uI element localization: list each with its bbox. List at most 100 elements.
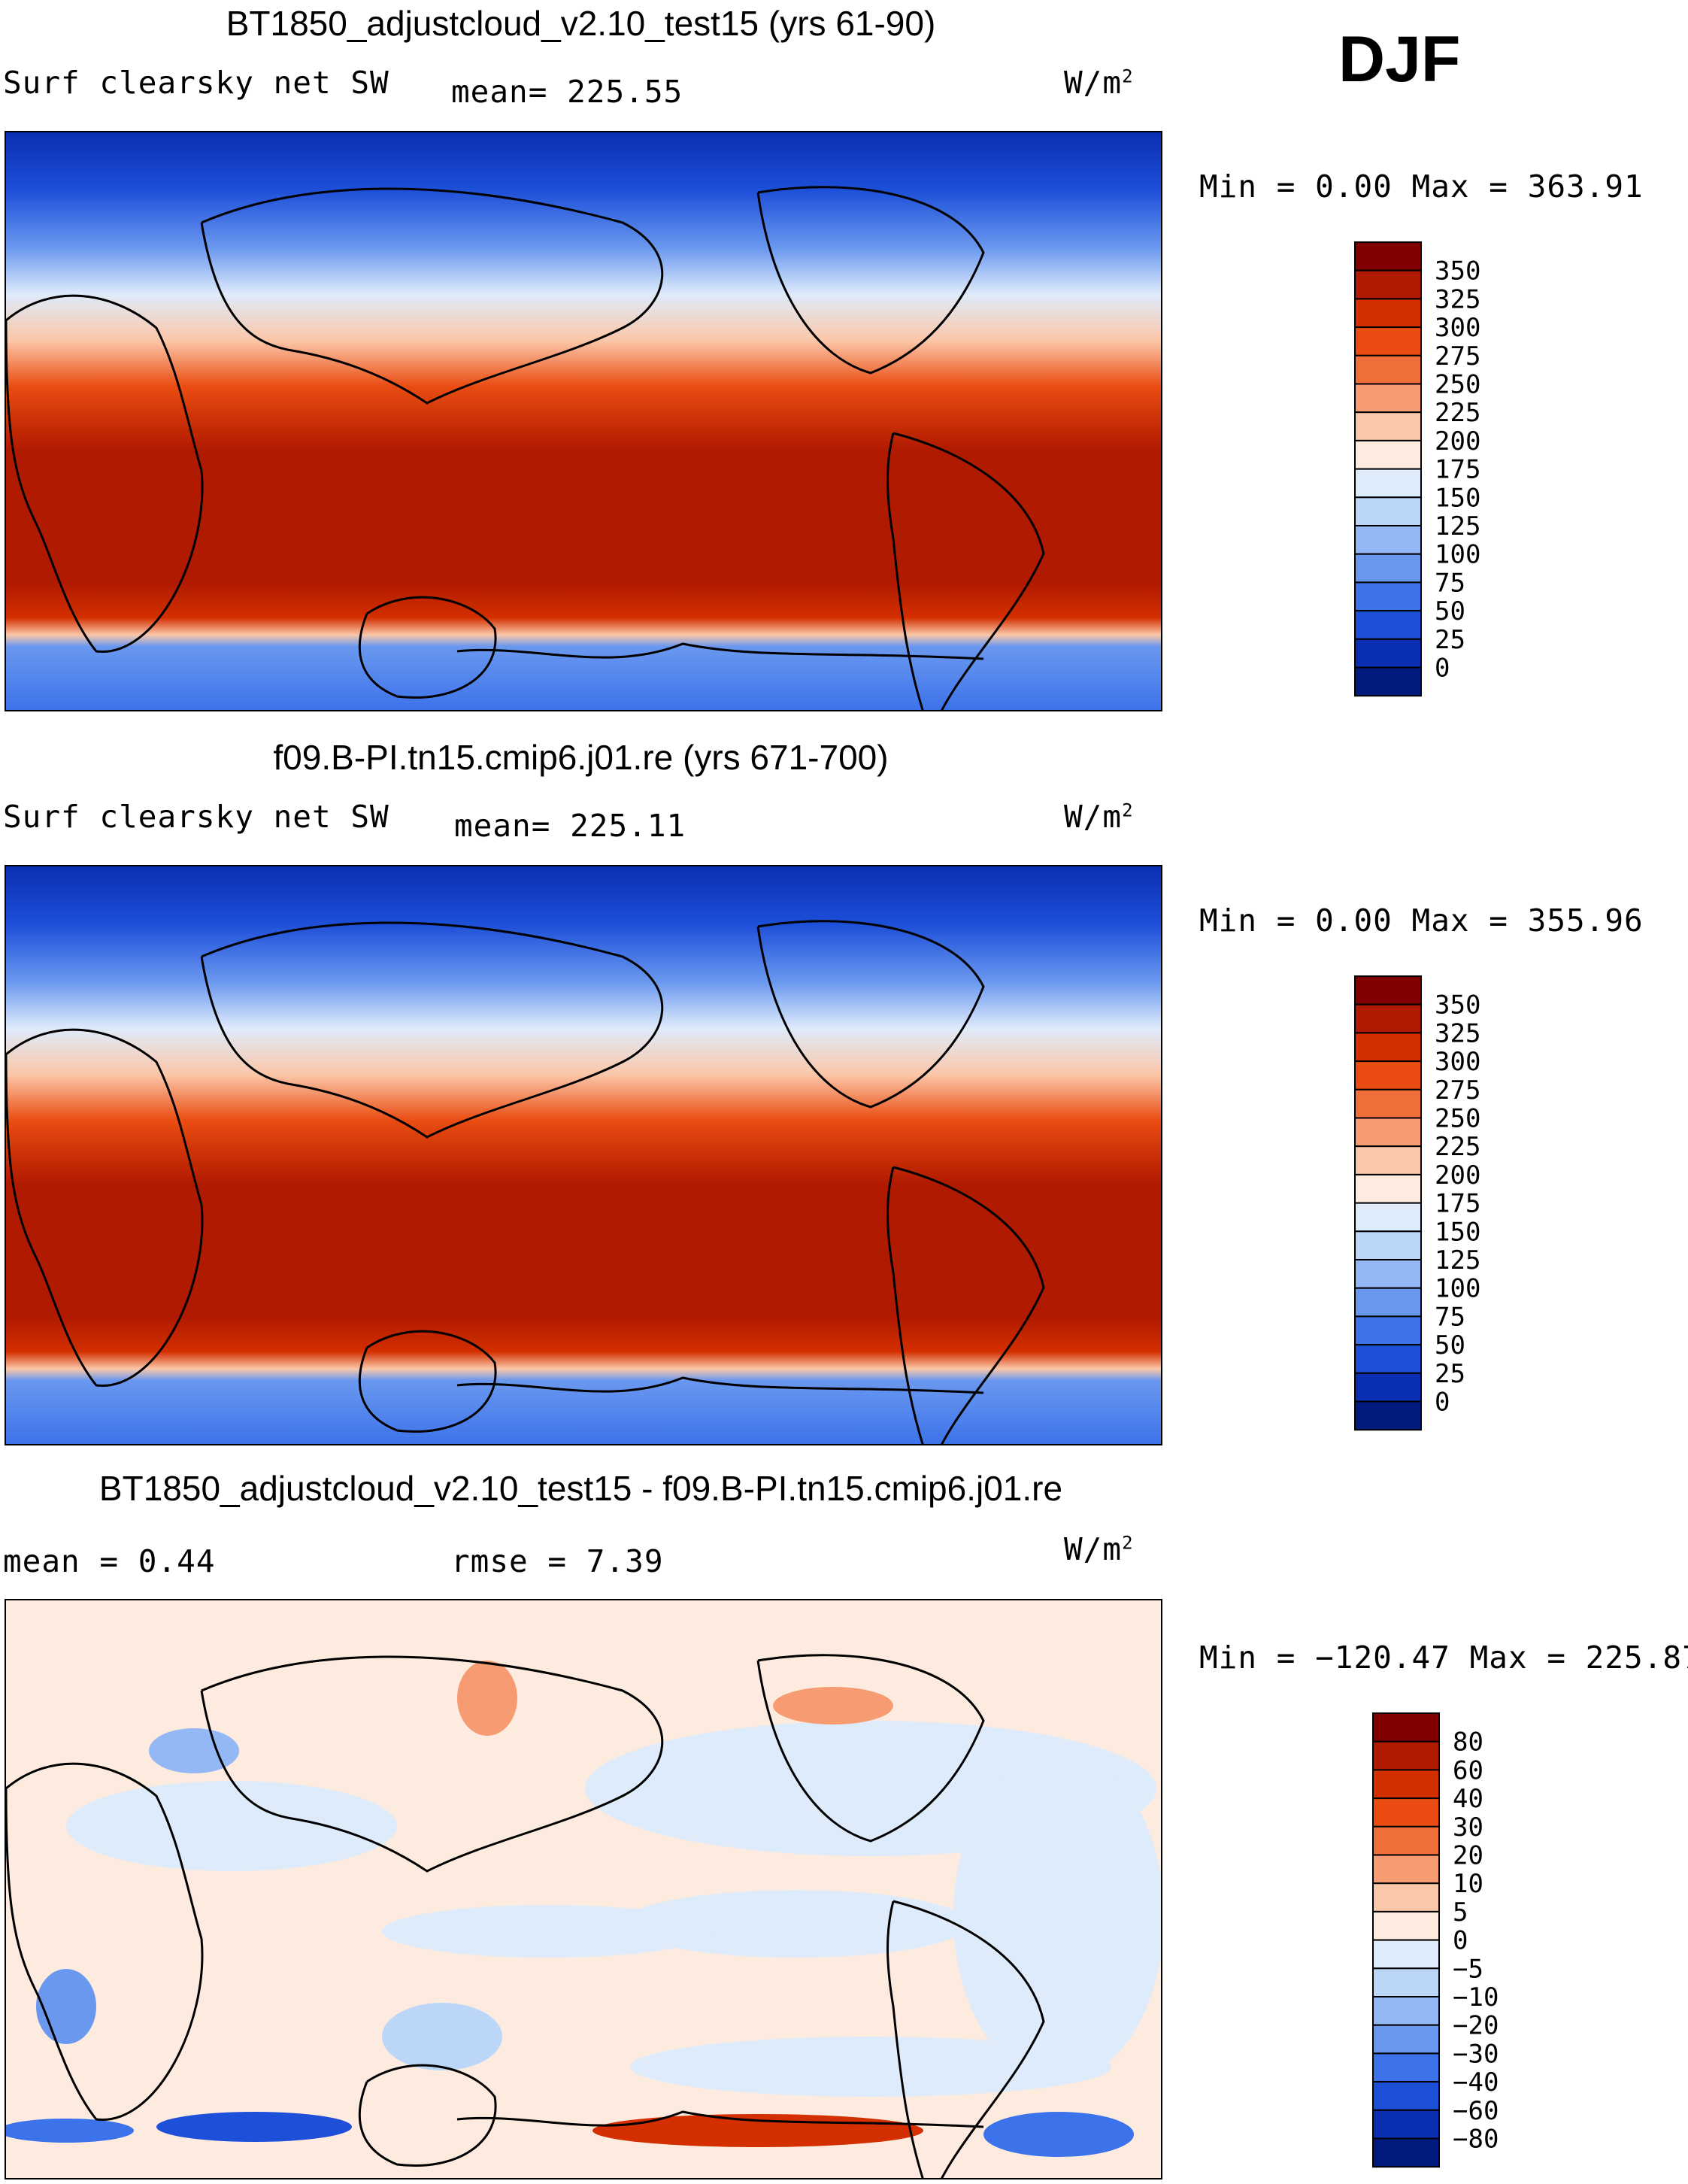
panel-1-colorbar-label-4: 250 — [1435, 370, 1480, 400]
panel-3-colorbar-label-6: 5 — [1453, 1897, 1468, 1928]
panel-1-colorbar-box-2 — [1354, 298, 1422, 329]
panel-3-colorbar-label-12: −40 — [1453, 2067, 1499, 2098]
panel-2-colorbar-box-9 — [1354, 1230, 1422, 1260]
panel-2-colorbar-label-6: 200 — [1435, 1160, 1480, 1191]
panel-2-colorbar-box-2 — [1354, 1032, 1422, 1063]
panel-1-colorbar-box-7 — [1354, 439, 1422, 470]
panel-3-colorbar-label-0: 80 — [1453, 1727, 1483, 1758]
panel-3-colorbar-label-9: −10 — [1453, 1982, 1499, 2013]
panel-2-colorbar-box-10 — [1354, 1259, 1422, 1289]
panel-3-colorbar-label-4: 20 — [1453, 1841, 1483, 1871]
panel-2-mean-label: mean= 225.11 — [454, 808, 686, 844]
panel-1-colorbar-label-3: 275 — [1435, 341, 1480, 372]
panel-3-colorbar-label-11: −30 — [1453, 2039, 1499, 2069]
panel-2-colorbar-box-12 — [1354, 1315, 1422, 1346]
panel-3-colorbar-box-12 — [1372, 2052, 1440, 2083]
panel-3-colorbar-box-6 — [1372, 1882, 1440, 1913]
panel-3-colorbar-box-13 — [1372, 2081, 1440, 2111]
panel-2-map[interactable] — [5, 865, 1162, 1445]
panel-2-colorbar-box-13 — [1354, 1344, 1422, 1374]
panel-3-colorbar-box-8 — [1372, 1939, 1440, 1970]
panel-2-title: f09.B-PI.tn15.cmip6.j01.re (yrs 671-700) — [273, 738, 889, 777]
panel-2-map-plot — [6, 866, 1161, 1444]
panel-3-colorbar-label-1: 60 — [1453, 1755, 1483, 1785]
panel-3-rmse-label: rmse = 7.39 — [451, 1543, 664, 1579]
panel-3-colorbar-box-14 — [1372, 2109, 1440, 2140]
panel-2-colorbar-box-0 — [1354, 975, 1422, 1006]
panel-2-colorbar-label-14: 0 — [1435, 1388, 1450, 1418]
panel-2-colorbar-box-14 — [1354, 1372, 1422, 1403]
panel-1-map[interactable] — [5, 131, 1162, 711]
panel-1-colorbar-label-13: 25 — [1435, 625, 1465, 655]
panel-1-mean-label: mean= 225.55 — [451, 74, 683, 110]
panel-3-colorbar: 80 60 40 30 20 10 5 0 −5 −10 −20 −30 −40 −60 −80 — [1371, 1712, 1612, 2182]
panel-3-colorbar-label-7: 0 — [1453, 1926, 1468, 1956]
panel-1-colorbar-label-2: 300 — [1435, 313, 1480, 343]
panel-2-colorbar-label-10: 100 — [1435, 1274, 1480, 1304]
panel-2-colorbar-label-2: 300 — [1435, 1047, 1480, 1077]
panel-3-colorbar-box-0 — [1372, 1712, 1440, 1743]
panel-1-field-label: Surf clearsky net SW — [3, 65, 389, 101]
panel-2-colorbar-label-12: 50 — [1435, 1330, 1465, 1360]
panel-2-coastlines — [6, 920, 1045, 1444]
panel-3-colorbar-label-3: 30 — [1453, 1812, 1483, 1843]
panel-3-coastlines — [6, 1654, 1045, 2178]
panel-3-mean-label: mean = 0.44 — [3, 1543, 216, 1579]
panel-1-colorbar-label-12: 50 — [1435, 596, 1465, 626]
panel-1-colorbar-box-14 — [1354, 638, 1422, 669]
panel-1-colorbar-box-8 — [1354, 468, 1422, 499]
panel-2-colorbar-box-1 — [1354, 1003, 1422, 1034]
panel-3-colorbar-label-8: −5 — [1453, 1954, 1483, 1984]
panel-3-colorbar-box-10 — [1372, 1996, 1440, 2026]
panel-1-map-plot — [6, 132, 1161, 710]
panel-2-colorbar-box-3 — [1354, 1060, 1422, 1090]
panel-2-colorbar-box-5 — [1354, 1117, 1422, 1148]
panel-3-colorbar-label-10: −20 — [1453, 2011, 1499, 2041]
panel-3-colorbar-box-15 — [1372, 2137, 1440, 2168]
panel-3-map[interactable] — [5, 1599, 1162, 2179]
panel-2-stats: Min = 0.00 Max = 355.96 — [1199, 902, 1644, 939]
panel-1-stats: Min = 0.00 Max = 363.91 — [1199, 168, 1644, 205]
panel-2-colorbar-label-5: 225 — [1435, 1132, 1480, 1162]
panel-3-colorbar-box-5 — [1372, 1854, 1440, 1885]
panel-1-colorbar-label-6: 200 — [1435, 426, 1480, 457]
panel-1-colorbar-box-11 — [1354, 553, 1422, 584]
panel-2-colorbar-label-1: 325 — [1435, 1018, 1480, 1048]
panel-2-colorbar-label-11: 75 — [1435, 1302, 1465, 1332]
panel-1-colorbar-label-7: 175 — [1435, 455, 1480, 485]
panel-3-colorbar-box-11 — [1372, 2024, 1440, 2055]
panel-3-colorbar-box-1 — [1372, 1740, 1440, 1771]
season-label: DJF — [1338, 23, 1461, 96]
panel-1-colorbar-label-11: 75 — [1435, 568, 1465, 598]
panel-1-colorbar-box-9 — [1354, 496, 1422, 526]
panel-2-colorbar-box-15 — [1354, 1400, 1422, 1431]
panel-3-colorbar-box-2 — [1372, 1769, 1440, 1800]
panel-2-colorbar-label-8: 150 — [1435, 1217, 1480, 1247]
panel-2-colorbar-box-11 — [1354, 1287, 1422, 1318]
panel-1-colorbar-label-10: 100 — [1435, 540, 1480, 570]
panel-3-units: W/m2 — [1064, 1531, 1134, 1567]
panel-2-units: W/m2 — [1064, 799, 1134, 835]
panel-1-colorbar-box-13 — [1354, 610, 1422, 640]
panel-2-colorbar-label-0: 350 — [1435, 990, 1480, 1021]
panel-1-colorbar-box-5 — [1354, 383, 1422, 414]
panel-2-colorbar-label-3: 275 — [1435, 1075, 1480, 1106]
panel-2-colorbar-box-7 — [1354, 1173, 1422, 1204]
panel-3-colorbar-box-4 — [1372, 1825, 1440, 1856]
panel-1-title: BT1850_adjustcloud_v2.10_test15 (yrs 61-… — [226, 4, 936, 43]
panel-3-title: BT1850_adjustcloud_v2.10_test15 - f09.B-… — [98, 1469, 1063, 1508]
panel-1-colorbar-box-12 — [1354, 581, 1422, 612]
panel-2-colorbar-label-7: 175 — [1435, 1189, 1480, 1219]
panel-1-colorbar-box-4 — [1354, 354, 1422, 385]
panel-2-colorbar-label-9: 125 — [1435, 1245, 1480, 1276]
panel-3-colorbar-label-14: −80 — [1453, 2125, 1499, 2155]
panel-1-colorbar-label-9: 125 — [1435, 511, 1480, 541]
panel-1-colorbar-label-14: 0 — [1435, 654, 1450, 684]
panel-3-stats: Min = −120.47 Max = 225.87 — [1199, 1640, 1688, 1676]
panel-1-colorbar-box-3 — [1354, 326, 1422, 356]
panel-2-field-label: Surf clearsky net SW — [3, 799, 389, 835]
panel-1-colorbar-box-0 — [1354, 241, 1422, 271]
